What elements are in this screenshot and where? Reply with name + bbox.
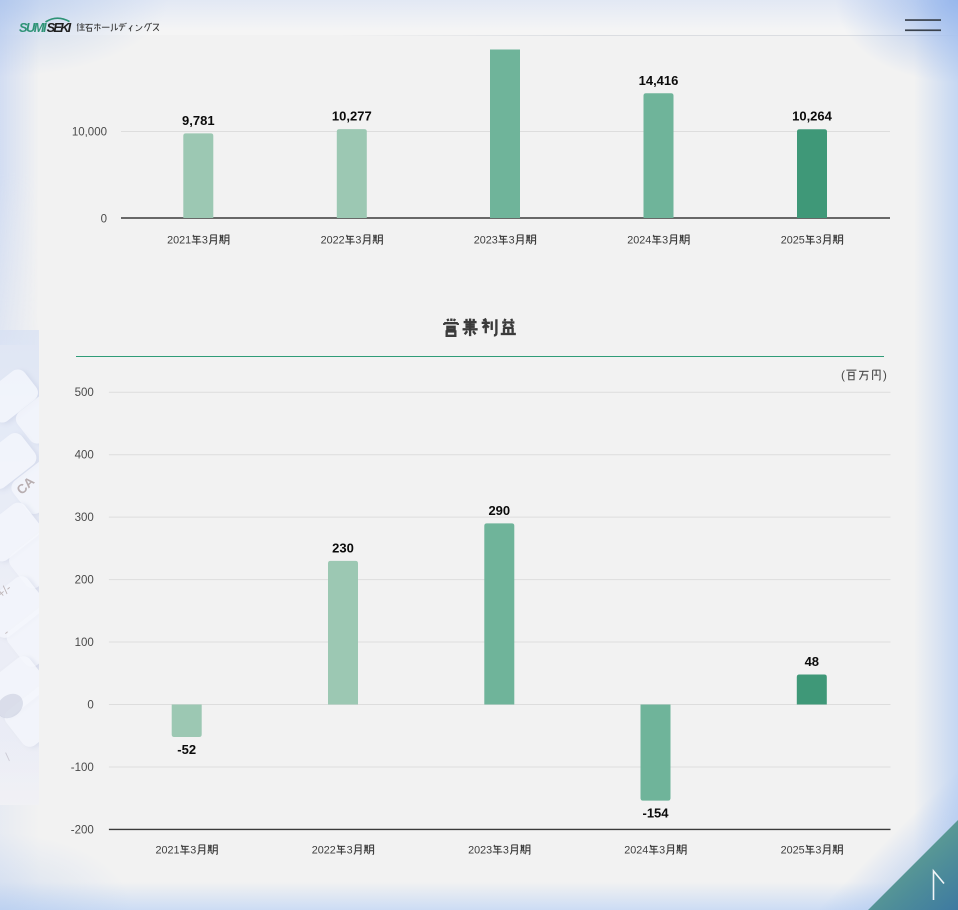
svg-text:2025: 2025 — [781, 844, 805, 856]
svg-text:-200: -200 — [71, 824, 94, 836]
svg-text:290: 290 — [488, 503, 510, 518]
svg-text:400: 400 — [75, 450, 94, 462]
svg-text:3: 3 — [503, 844, 509, 856]
svg-text:2022: 2022 — [312, 844, 336, 856]
svg-text:SUMI: SUMI — [19, 20, 47, 35]
svg-text:300: 300 — [75, 512, 94, 524]
svg-text:3: 3 — [659, 844, 665, 856]
svg-text:0: 0 — [87, 700, 93, 712]
svg-text:2024: 2024 — [627, 234, 651, 246]
svg-text:10,000: 10,000 — [72, 127, 107, 139]
svg-text:230: 230 — [332, 540, 354, 555]
svg-text:3: 3 — [202, 234, 208, 246]
svg-text:-52: -52 — [177, 742, 196, 757]
svg-text:14,416: 14,416 — [639, 73, 679, 88]
svg-text:-154: -154 — [642, 806, 669, 821]
svg-text:2021: 2021 — [156, 844, 180, 856]
svg-text:3: 3 — [355, 234, 361, 246]
svg-text:3: 3 — [347, 844, 353, 856]
svg-text:200: 200 — [75, 575, 94, 587]
svg-text:(: ( — [841, 368, 845, 382]
svg-text:10,277: 10,277 — [332, 109, 372, 124]
svg-text:0: 0 — [101, 214, 107, 226]
svg-text:9,781: 9,781 — [182, 113, 215, 128]
svg-text:3: 3 — [662, 234, 668, 246]
svg-text:-100: -100 — [71, 762, 94, 774]
svg-text:2022: 2022 — [321, 234, 345, 246]
svg-text:3: 3 — [816, 234, 822, 246]
svg-text:3: 3 — [815, 844, 821, 856]
svg-text:100: 100 — [75, 637, 94, 649]
svg-text:2025: 2025 — [781, 234, 805, 246]
svg-text:3: 3 — [509, 234, 515, 246]
svg-text:2023: 2023 — [468, 844, 492, 856]
svg-text:48: 48 — [805, 654, 819, 669]
svg-text:): ) — [883, 368, 887, 382]
svg-text:2024: 2024 — [624, 844, 648, 856]
svg-text:2023: 2023 — [474, 234, 498, 246]
svg-text:2021: 2021 — [167, 234, 191, 246]
svg-text:SEKI: SEKI — [47, 20, 72, 35]
svg-text:3: 3 — [190, 844, 196, 856]
svg-text:500: 500 — [75, 387, 94, 399]
svg-text:10,264: 10,264 — [792, 109, 833, 124]
